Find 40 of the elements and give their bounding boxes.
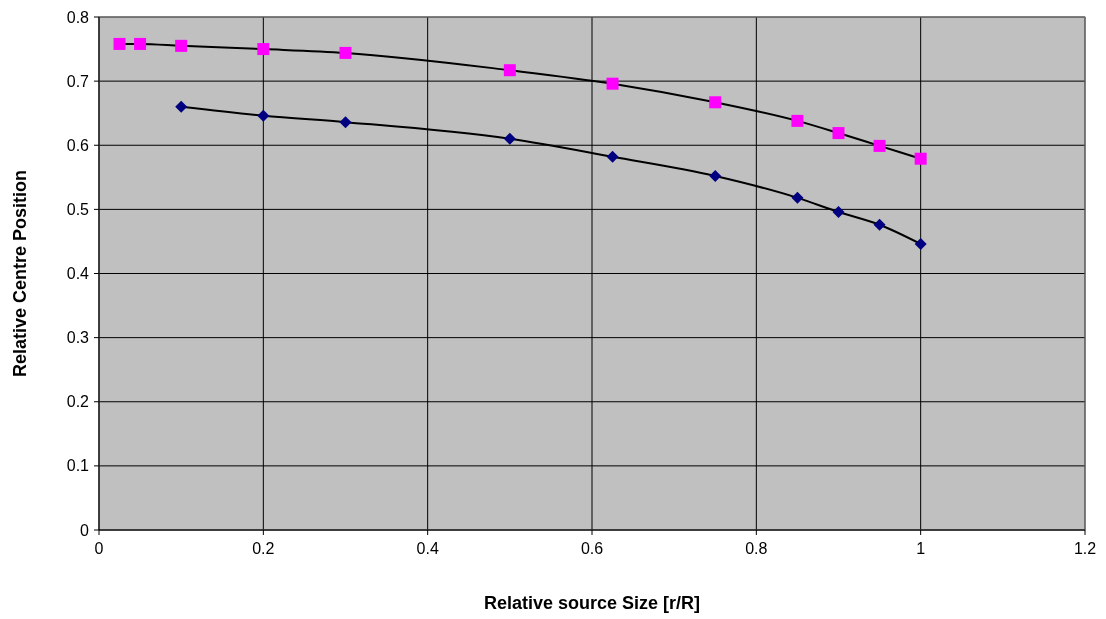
point (257, 43, 270, 56)
point (832, 127, 845, 140)
x-tick-label: 0.8 (745, 540, 768, 557)
y-tick-label: 0.7 (66, 72, 90, 90)
point (134, 37, 147, 50)
x-axis-title: Relative source Size [r/R] (483, 593, 701, 613)
point (709, 96, 722, 109)
point (175, 39, 188, 52)
y-tick-label: 0.3 (66, 329, 90, 347)
y-tick-label: 0.1 (66, 457, 90, 475)
x-tick-label: 0.4 (416, 540, 439, 557)
point (503, 132, 516, 145)
point (914, 152, 927, 165)
y-tick-label: 0.8 (66, 8, 90, 26)
point (832, 205, 845, 218)
point (873, 139, 886, 152)
x-tick-label: 0.6 (580, 540, 604, 557)
x-tick-label: 0 (94, 540, 104, 557)
point (791, 114, 804, 127)
y-tick-label: 0 (80, 521, 90, 539)
point (914, 238, 927, 250)
point (606, 150, 619, 163)
x-tick-label: 1.2 (1073, 540, 1097, 557)
point (339, 116, 352, 129)
point (339, 46, 352, 59)
y-axis-title: Relative Centre Position (10, 169, 30, 378)
point (709, 170, 722, 183)
y-tick-label: 0.6 (66, 136, 90, 154)
point (113, 37, 126, 50)
point (606, 77, 619, 90)
point (175, 100, 188, 113)
point (791, 191, 804, 204)
y-tick-label: 0.2 (66, 393, 90, 411)
y-tick-label: 0.4 (66, 265, 90, 283)
point (873, 218, 886, 231)
point (257, 109, 270, 122)
point (503, 64, 516, 77)
y-tick-label: 0.5 (66, 200, 90, 218)
x-tick-label: 0.2 (252, 540, 275, 557)
x-tick-label: 1 (916, 540, 926, 557)
